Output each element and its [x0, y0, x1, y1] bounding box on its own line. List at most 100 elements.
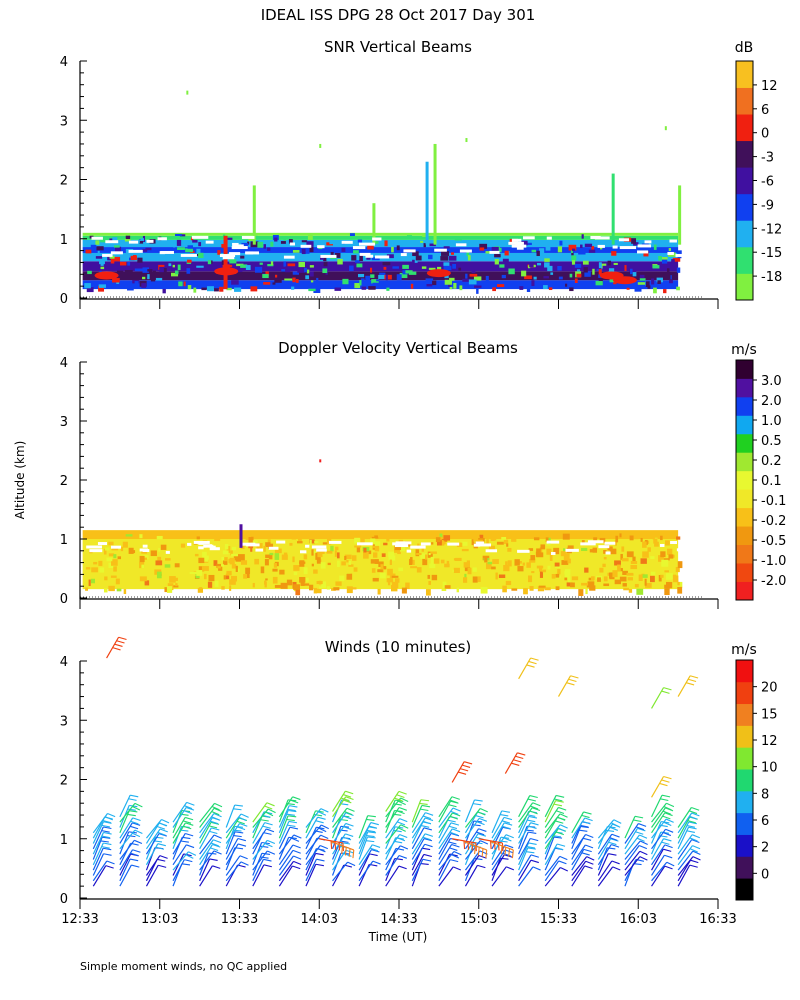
barb-flag [611, 833, 620, 838]
snr-cell [499, 264, 505, 268]
wind-barb [119, 858, 139, 882]
snr-cell [341, 247, 346, 252]
wind-barb [332, 790, 354, 812]
wind-barb [92, 847, 112, 871]
wind-barb [651, 794, 671, 818]
velocity-cell [421, 545, 424, 552]
barb-flag [689, 815, 698, 820]
snr-layer [82, 247, 679, 253]
barb-flag [103, 853, 112, 856]
snr-cell [267, 263, 274, 267]
barb-flag [267, 808, 276, 814]
snr-cell [355, 260, 361, 263]
wind-barb [305, 834, 329, 855]
barb-flag [464, 761, 473, 765]
snr-cell [147, 274, 150, 280]
snr-cell [488, 265, 495, 269]
velocity-cell [169, 576, 176, 583]
barb-flag [320, 808, 329, 813]
barb-staff [677, 850, 694, 871]
barb-flag [638, 823, 647, 827]
barb-flag [556, 843, 566, 847]
barb-flag [346, 807, 355, 812]
velocity-cell [322, 542, 329, 545]
snr-cell [342, 278, 349, 285]
barb-flag [394, 797, 403, 802]
wind-barb [651, 861, 675, 882]
velocity-cell [581, 547, 588, 552]
barb-staff [199, 822, 212, 844]
snr-cell [656, 277, 663, 283]
snr-cell [236, 268, 243, 273]
velocity-cell [623, 587, 629, 591]
velocity-cell [644, 578, 647, 586]
snr-cell [283, 237, 286, 241]
velocity-cell [677, 581, 680, 586]
velocity-cell [632, 556, 636, 562]
barb-flag [555, 820, 564, 824]
barb-staff [119, 858, 131, 882]
velocity-cell [538, 565, 543, 572]
barb-flag [343, 836, 352, 841]
velocity-gap [165, 550, 170, 554]
snr-cell [384, 240, 388, 247]
wind-barb [278, 815, 297, 839]
barb-flag [419, 802, 428, 806]
snr-cell [458, 267, 462, 271]
barb-flag [345, 790, 354, 795]
snr-cell [179, 234, 186, 237]
barb-flag [103, 826, 112, 830]
velocity-cell [113, 566, 117, 572]
barb-flag [161, 818, 170, 824]
velocity-cell [302, 583, 310, 586]
velocity-cell [391, 585, 398, 592]
wind-barb [438, 828, 461, 850]
snr-cell [361, 286, 367, 290]
snr-gap [231, 246, 248, 250]
velocity-cell [144, 580, 150, 586]
barb-flag [451, 854, 460, 859]
velocity-panel-title: Doppler Velocity Vertical Beams [278, 339, 518, 357]
barb-flag [528, 825, 537, 829]
barb-staff [518, 866, 534, 887]
velocity-cell [388, 555, 396, 561]
snr-gap [246, 251, 254, 255]
barb-flag [422, 820, 432, 825]
barb-staff [92, 860, 108, 882]
velocity-cell [223, 559, 228, 565]
velocity-gap [392, 542, 399, 546]
velocity-cell [223, 575, 226, 580]
snr-cell [334, 287, 342, 291]
wind-barb [438, 866, 462, 887]
snr-gap [110, 251, 123, 255]
velocity-cell [374, 547, 380, 552]
snr-gap [459, 249, 472, 253]
velocity-cell [387, 578, 391, 586]
velocity-cell [519, 560, 522, 564]
snr-layer [82, 232, 679, 236]
barb-flag [686, 830, 695, 834]
barb-flag [264, 843, 273, 848]
velocity-cell [634, 533, 639, 540]
velocity-cell [496, 541, 504, 545]
barb-staff [119, 829, 136, 850]
colorbar-tick-label: 2.0 [761, 394, 782, 409]
wind-barb [119, 829, 143, 850]
snr-cell [526, 287, 531, 292]
velocity-cell [196, 536, 200, 540]
snr-cell [323, 256, 327, 262]
y-tick-label: 0 [60, 292, 68, 307]
wind-barb [677, 864, 698, 887]
wind-barb [172, 822, 194, 844]
snr-cell [391, 246, 394, 253]
snr-cell [254, 266, 263, 273]
snr-cell [142, 267, 150, 273]
velocity-cell [446, 560, 450, 565]
barb-flag [460, 768, 469, 772]
wind-barb [119, 817, 141, 839]
wind-barb [491, 810, 510, 834]
wind-barb [278, 849, 301, 871]
wind-barb [571, 811, 592, 834]
